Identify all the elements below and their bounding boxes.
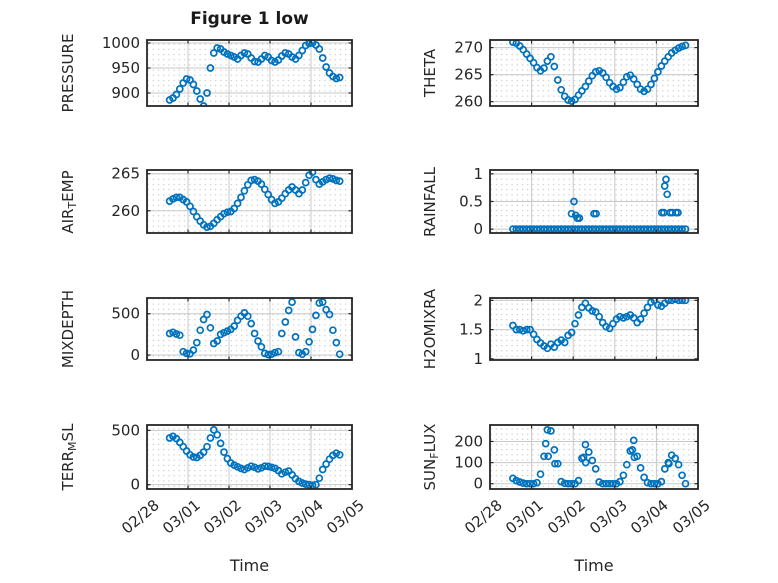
x-axis-label-right: Time (574, 556, 614, 575)
series-h2omixra (509, 298, 690, 353)
y-tick-label: 0 (473, 220, 483, 238)
y-tick-label: 900 (111, 84, 140, 102)
y-tick-label: 1 (473, 165, 483, 183)
y-tick-label: 0 (130, 346, 140, 364)
subplot-pressure: 900 950 1000 (102, 34, 353, 107)
series-sun_flux (509, 426, 690, 488)
y-tick-label: 200 (454, 432, 483, 450)
subplot-mixdepth: 0 500 (111, 297, 353, 364)
y-tick-label: 265 (454, 66, 483, 84)
subplot-h2omixra: 11.52 (459, 291, 699, 368)
figure-title: Figure 1 low (190, 9, 309, 29)
y-tick-label: 0 (473, 475, 483, 493)
axes-box-air_temp (146, 169, 353, 234)
series-mixdepth (165, 298, 344, 359)
y-label-sun_flux: SUNFLUX (421, 423, 441, 491)
y-tick-label: 270 (454, 39, 483, 57)
y-tick-label: 260 (454, 93, 483, 111)
axes-box-terr_msl (146, 424, 353, 490)
axes-box-sun_flux (489, 424, 699, 490)
y-tick-label: 0 (130, 476, 140, 494)
subplot-sun_flux: 0 100 200 (454, 424, 699, 493)
axis-ticks-air_temp (146, 170, 353, 233)
y-tick-label: 1.5 (459, 321, 483, 339)
axes-box-mixdepth (146, 297, 353, 361)
axes-box-theta (489, 39, 699, 107)
series-air_temp (165, 170, 344, 231)
minor-grid-mixdepth (148, 299, 351, 359)
series-terr_msl (165, 426, 344, 489)
axis-ticks-sun_flux (489, 425, 699, 489)
axis-ticks-terr_msl (146, 425, 353, 489)
y-tick-label: 500 (111, 305, 140, 323)
y-tick-label: 100 (454, 454, 483, 472)
subplot-theta: 260 265 270 (454, 39, 699, 111)
y-tick-label: 260 (111, 202, 140, 220)
subplot-terr_msl: 0 500 (111, 421, 353, 494)
y-tick-label: 265 (111, 165, 140, 183)
axis-ticks-mixdepth (146, 298, 353, 360)
y-tick-label: 0.5 (459, 193, 483, 211)
axis-ticks-h2omixra (489, 298, 699, 360)
y-tick-label: 500 (111, 421, 140, 439)
y-tick-label: 1 (473, 350, 483, 368)
axis-ticks-theta (489, 40, 699, 106)
y-label-terr_msl: TERRMSL (59, 423, 79, 491)
y-tick-label: 1000 (102, 34, 140, 52)
axis-ticks-rainfall (489, 170, 699, 233)
y-tick-label: 950 (111, 59, 140, 77)
axes-box-pressure (146, 39, 353, 107)
series-pressure (165, 40, 344, 106)
x-axis-label-left: Time (229, 556, 270, 575)
minor-grid-sun_flux (491, 426, 697, 488)
subplot-air_temp: 260 265 (111, 165, 353, 234)
subplot-rainfall: 00.51 (459, 165, 699, 238)
axis-ticks-pressure (146, 40, 353, 106)
minor-grid-terr_msl (148, 426, 351, 488)
y-tick-label: 2 (473, 291, 483, 309)
series-theta (509, 40, 690, 105)
